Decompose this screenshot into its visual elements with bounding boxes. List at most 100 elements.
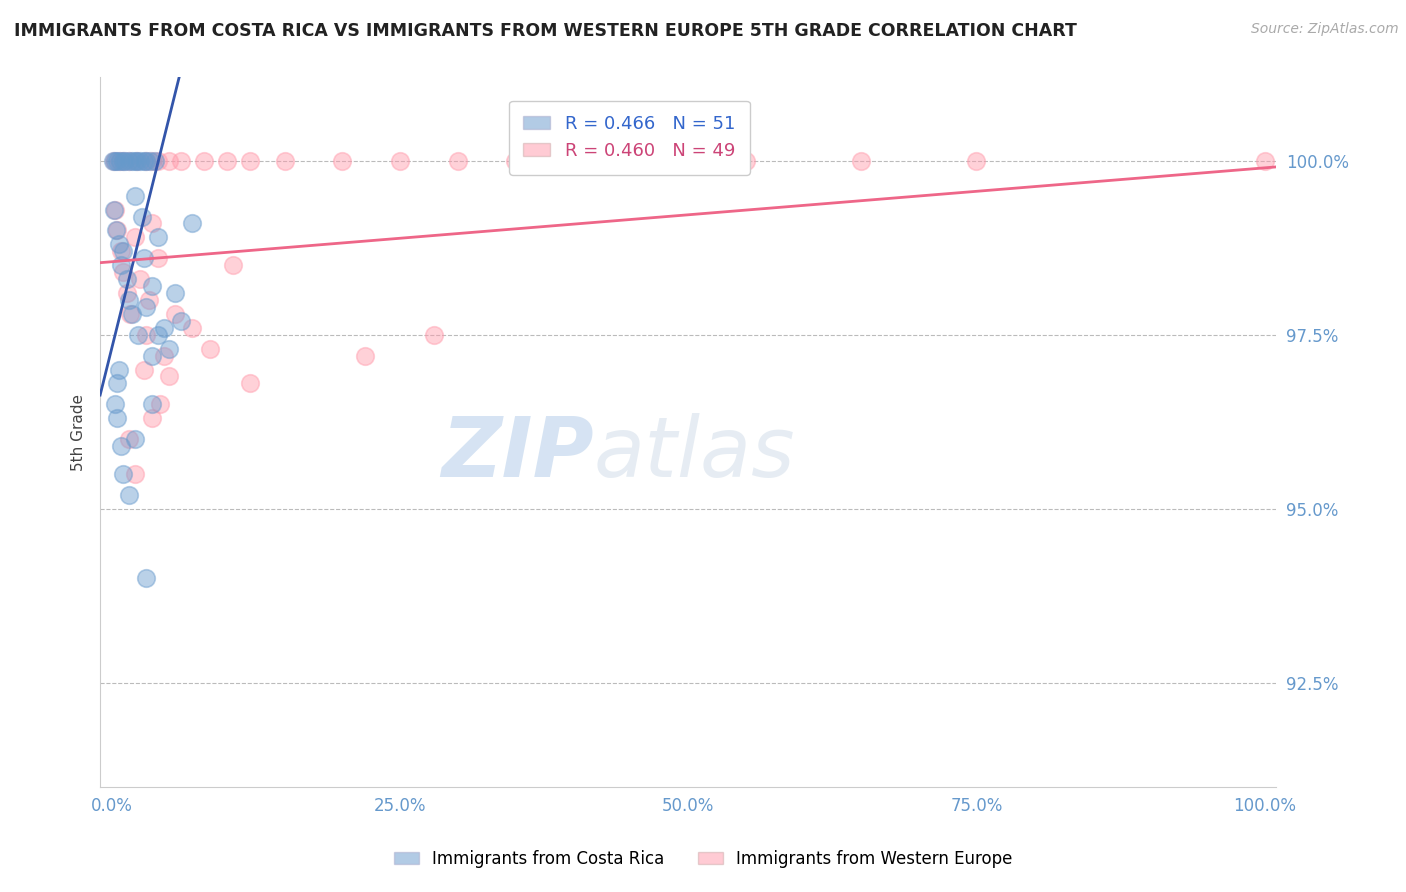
- Point: [146, 327, 169, 342]
- Point: [115, 272, 138, 286]
- Point: [118, 153, 141, 168]
- Point: [1253, 153, 1275, 168]
- Point: [138, 293, 160, 307]
- Point: [170, 153, 193, 168]
- Point: [107, 362, 129, 376]
- Point: [120, 307, 142, 321]
- Point: [165, 286, 187, 301]
- Point: [124, 230, 146, 244]
- Point: [141, 217, 163, 231]
- Point: [132, 362, 155, 376]
- Point: [222, 258, 245, 272]
- Point: [107, 411, 129, 425]
- Point: [141, 279, 163, 293]
- Point: [125, 153, 148, 168]
- Point: [141, 397, 163, 411]
- Point: [103, 153, 125, 168]
- Point: [129, 272, 152, 286]
- Point: [354, 349, 377, 363]
- Point: [388, 153, 411, 168]
- Point: [146, 153, 169, 168]
- Point: [152, 321, 174, 335]
- Text: ZIP: ZIP: [441, 413, 595, 494]
- Point: [124, 432, 146, 446]
- Point: [145, 153, 167, 168]
- Point: [127, 327, 149, 342]
- Point: [112, 265, 135, 279]
- Point: [141, 349, 163, 363]
- Point: [101, 153, 124, 168]
- Point: [141, 153, 163, 168]
- Point: [112, 467, 135, 481]
- Point: [157, 369, 180, 384]
- Point: [193, 153, 215, 168]
- Point: [135, 153, 157, 168]
- Point: [107, 376, 129, 391]
- Point: [104, 202, 127, 217]
- Point: [118, 153, 141, 168]
- Point: [141, 411, 163, 425]
- Point: [125, 153, 148, 168]
- Point: [135, 327, 157, 342]
- Point: [146, 230, 169, 244]
- Point: [149, 397, 172, 411]
- Text: Source: ZipAtlas.com: Source: ZipAtlas.com: [1251, 22, 1399, 37]
- Point: [181, 217, 204, 231]
- Point: [132, 153, 155, 168]
- Y-axis label: 5th Grade: 5th Grade: [72, 393, 86, 471]
- Point: [849, 153, 872, 168]
- Point: [132, 252, 155, 266]
- Point: [198, 342, 221, 356]
- Legend: R = 0.466   N = 51, R = 0.460   N = 49: R = 0.466 N = 51, R = 0.460 N = 49: [509, 101, 749, 175]
- Point: [115, 286, 138, 301]
- Point: [121, 307, 143, 321]
- Point: [108, 153, 131, 168]
- Point: [273, 153, 295, 168]
- Point: [118, 488, 141, 502]
- Point: [104, 153, 127, 168]
- Point: [165, 307, 187, 321]
- Point: [110, 258, 132, 272]
- Point: [107, 237, 129, 252]
- Point: [124, 153, 146, 168]
- Text: atlas: atlas: [595, 413, 796, 494]
- Point: [146, 252, 169, 266]
- Point: [135, 571, 157, 585]
- Point: [124, 467, 146, 481]
- Point: [215, 153, 238, 168]
- Point: [110, 244, 132, 259]
- Point: [965, 153, 987, 168]
- Text: IMMIGRANTS FROM COSTA RICA VS IMMIGRANTS FROM WESTERN EUROPE 5TH GRADE CORRELATI: IMMIGRANTS FROM COSTA RICA VS IMMIGRANTS…: [14, 22, 1077, 40]
- Legend: Immigrants from Costa Rica, Immigrants from Western Europe: Immigrants from Costa Rica, Immigrants f…: [387, 844, 1019, 875]
- Point: [107, 153, 129, 168]
- Point: [446, 153, 468, 168]
- Point: [129, 153, 152, 168]
- Point: [110, 439, 132, 453]
- Point: [112, 153, 135, 168]
- Point: [423, 327, 446, 342]
- Point: [734, 153, 756, 168]
- Point: [118, 432, 141, 446]
- Point: [503, 153, 526, 168]
- Point: [107, 153, 129, 168]
- Point: [131, 210, 153, 224]
- Point: [157, 342, 180, 356]
- Point: [135, 153, 157, 168]
- Point: [152, 349, 174, 363]
- Point: [181, 321, 204, 335]
- Point: [103, 202, 125, 217]
- Point: [112, 244, 135, 259]
- Point: [135, 300, 157, 314]
- Point: [239, 153, 262, 168]
- Point: [124, 188, 146, 202]
- Point: [104, 397, 127, 411]
- Point: [170, 314, 193, 328]
- Point: [138, 153, 160, 168]
- Point: [112, 153, 135, 168]
- Point: [114, 153, 136, 168]
- Point: [239, 376, 262, 391]
- Point: [157, 153, 180, 168]
- Point: [121, 153, 143, 168]
- Point: [107, 223, 129, 237]
- Point: [330, 153, 353, 168]
